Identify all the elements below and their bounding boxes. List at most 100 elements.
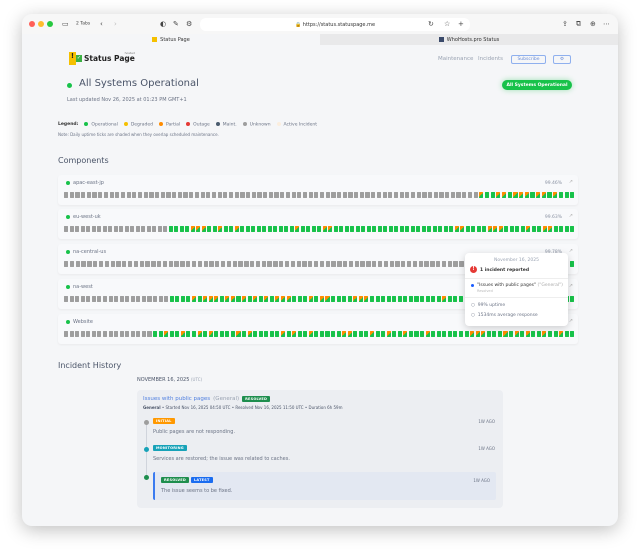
uptime-tick[interactable] <box>264 331 269 337</box>
uptime-tick[interactable] <box>141 226 145 232</box>
uptime-tick[interactable] <box>520 331 525 337</box>
uptime-tick[interactable] <box>223 226 228 232</box>
incident-title-link[interactable]: Issues with public pages <box>143 396 211 402</box>
uptime-tick[interactable] <box>467 192 472 198</box>
uptime-tick[interactable] <box>381 296 386 302</box>
uptime-tick[interactable] <box>191 261 197 267</box>
uptime-tick[interactable] <box>421 226 426 232</box>
uptime-tick[interactable] <box>570 226 574 232</box>
uptime-tick[interactable] <box>383 226 387 232</box>
uptime-tick[interactable] <box>157 261 162 267</box>
uptime-tick[interactable] <box>208 296 213 302</box>
uptime-tick[interactable] <box>393 192 399 198</box>
uptime-tick[interactable] <box>397 296 402 302</box>
uptime-tick[interactable] <box>143 192 148 198</box>
uptime-tick[interactable] <box>108 226 112 232</box>
uptime-tick[interactable] <box>180 331 185 337</box>
uptime-tick[interactable] <box>353 296 358 302</box>
uptime-tick[interactable] <box>153 296 158 302</box>
uptime-tick[interactable] <box>337 261 342 267</box>
uptime-tick[interactable] <box>180 296 185 302</box>
uptime-tick[interactable] <box>347 296 352 302</box>
uptime-tick[interactable] <box>214 331 219 337</box>
uptime-tick[interactable] <box>163 226 167 232</box>
uptime-tick[interactable] <box>354 192 359 198</box>
uptime-tick[interactable] <box>200 192 205 198</box>
uptime-tick[interactable] <box>481 331 486 337</box>
uptime-tick[interactable] <box>269 331 274 337</box>
uptime-tick[interactable] <box>145 261 150 267</box>
uptime-tick[interactable] <box>110 261 115 267</box>
uptime-tick[interactable] <box>258 296 263 302</box>
uptime-tick[interactable] <box>439 192 444 198</box>
uptime-tick[interactable] <box>536 331 541 337</box>
uptime-tick[interactable] <box>319 296 324 302</box>
uptime-tick[interactable] <box>245 226 250 232</box>
uptime-tick[interactable] <box>242 296 247 302</box>
new-tab-icon[interactable]: + <box>458 20 464 28</box>
uptime-tick[interactable] <box>366 226 371 232</box>
uptime-tick[interactable] <box>102 331 107 337</box>
uptime-tick[interactable] <box>168 261 173 267</box>
uptime-tick[interactable] <box>155 192 160 198</box>
external-link-icon[interactable]: ↗ <box>568 283 573 289</box>
uptime-tick[interactable] <box>497 331 502 337</box>
uptime-tick[interactable] <box>438 226 442 232</box>
uptime-tick[interactable] <box>136 331 141 337</box>
nav-maintenance[interactable]: Maintenance <box>438 56 474 62</box>
uptime-tick[interactable] <box>375 331 380 337</box>
uptime-tick[interactable] <box>420 296 425 302</box>
uptime-tick[interactable] <box>80 226 85 232</box>
uptime-tick[interactable] <box>570 296 575 302</box>
uptime-tick[interactable] <box>75 192 80 198</box>
uptime-tick[interactable] <box>365 192 370 198</box>
uptime-tick[interactable] <box>284 261 290 267</box>
uptime-tick[interactable] <box>509 226 514 232</box>
uptime-tick[interactable] <box>174 261 179 267</box>
uptime-tick[interactable] <box>548 226 552 232</box>
uptime-tick[interactable] <box>442 331 447 337</box>
bookmark-star-icon[interactable]: ☆ <box>444 20 451 28</box>
uptime-tick[interactable] <box>431 331 436 337</box>
uptime-tick[interactable] <box>297 192 302 198</box>
uptime-tick[interactable] <box>504 226 508 232</box>
tab-whohosts[interactable]: WhoHosts.pro Status <box>320 34 618 45</box>
uptime-tick[interactable] <box>308 331 313 337</box>
uptime-tick[interactable] <box>130 226 134 232</box>
uptime-tick[interactable] <box>203 261 208 267</box>
uptime-tick[interactable] <box>234 226 239 232</box>
uptime-tick[interactable] <box>386 296 391 302</box>
uptime-tick[interactable] <box>311 226 316 232</box>
uptime-tick[interactable] <box>471 226 475 232</box>
uptime-tick[interactable] <box>358 331 363 337</box>
uptime-tick[interactable] <box>104 261 109 267</box>
uptime-tick[interactable] <box>120 192 126 198</box>
external-link-icon[interactable]: ↗ <box>568 179 573 185</box>
maximize-window-button[interactable] <box>47 21 53 27</box>
uptime-tick[interactable] <box>564 192 569 198</box>
uptime-tick[interactable] <box>203 331 208 337</box>
uptime-tick[interactable] <box>547 192 552 198</box>
uptime-tick[interactable] <box>405 226 409 232</box>
uptime-tick[interactable] <box>196 226 200 232</box>
uptime-tick[interactable] <box>102 296 107 302</box>
close-window-button[interactable] <box>29 21 35 27</box>
uptime-tick[interactable] <box>289 226 294 232</box>
uptime-tick[interactable] <box>306 226 310 232</box>
uptime-tick[interactable] <box>366 261 371 267</box>
uptime-tick[interactable] <box>501 192 507 198</box>
uptime-tick[interactable] <box>175 296 180 302</box>
uptime-tick[interactable] <box>186 261 191 267</box>
uptime-tick[interactable] <box>458 296 463 302</box>
uptime-tick[interactable] <box>93 261 98 267</box>
uptime-tick[interactable] <box>273 226 277 232</box>
uptime-tick[interactable] <box>217 192 222 198</box>
uptime-tick[interactable] <box>209 261 214 267</box>
uptime-tick[interactable] <box>236 331 241 337</box>
uptime-tick[interactable] <box>399 226 404 232</box>
tooltip-incident-link[interactable]: "Issues with public pages" ("General") <box>477 283 563 288</box>
uptime-tick[interactable] <box>408 296 413 302</box>
uptime-tick[interactable] <box>541 192 546 198</box>
uptime-tick[interactable] <box>570 192 575 198</box>
uptime-tick[interactable] <box>230 296 235 302</box>
